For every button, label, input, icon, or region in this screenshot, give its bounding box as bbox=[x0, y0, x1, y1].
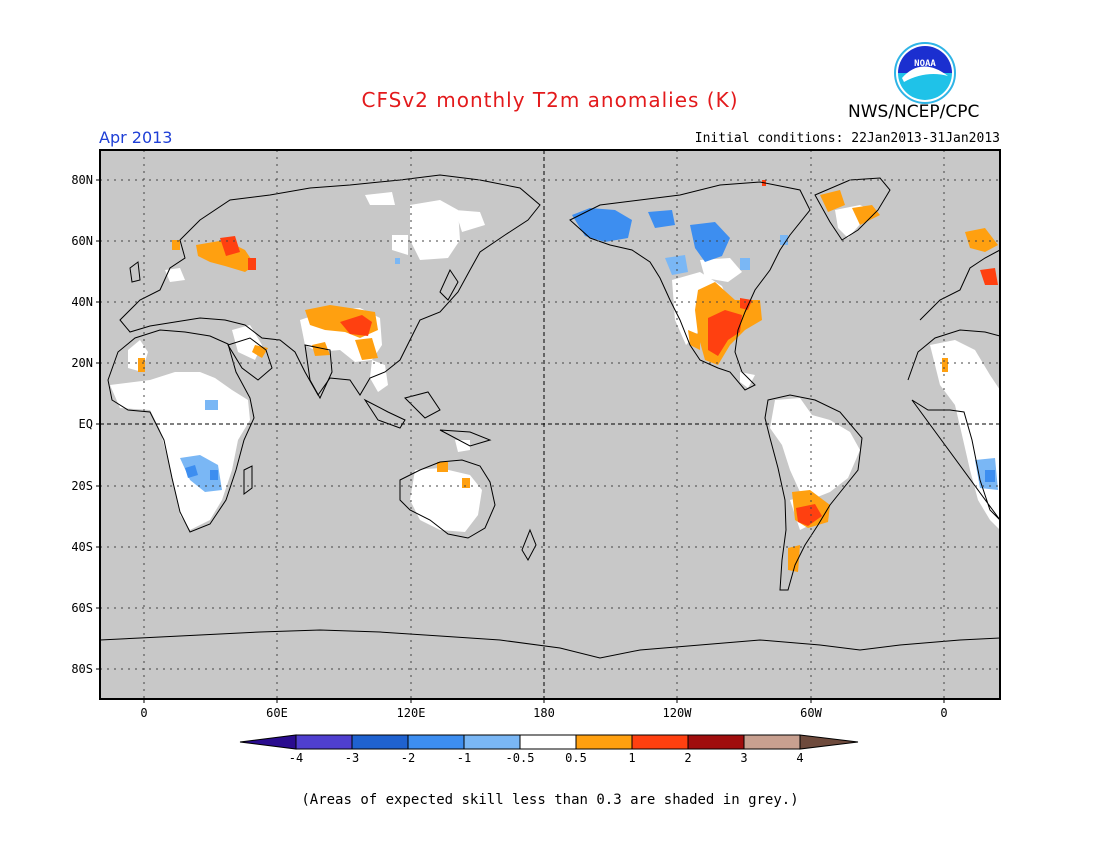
colorbar-tick-label: 4 bbox=[796, 751, 803, 765]
colorbar-tick-label: -1 bbox=[457, 751, 471, 765]
lon-label: 120W bbox=[663, 706, 693, 720]
colorbar-swatch bbox=[463, 734, 521, 750]
axis-ticks bbox=[96, 179, 945, 703]
lat-label: EQ bbox=[79, 417, 93, 431]
equator-dateline bbox=[100, 150, 1000, 699]
noaa-logo-icon: NOAA bbox=[894, 42, 956, 104]
lon-label: 180 bbox=[533, 706, 555, 720]
lon-label: 60E bbox=[266, 706, 288, 720]
lat-label: 40N bbox=[71, 295, 93, 309]
colorbar-tick-label: 2 bbox=[684, 751, 691, 765]
cool-anomaly-medium bbox=[185, 208, 995, 482]
chart-title: CFSv2 monthly T2m anomalies (K) bbox=[361, 88, 739, 112]
colorbar-tick-label: 3 bbox=[740, 751, 747, 765]
colorbar-arrow-left bbox=[239, 734, 297, 750]
colorbar-tick-label: 1 bbox=[628, 751, 635, 765]
logo-text: NOAA bbox=[914, 59, 936, 69]
lon-label: 0 bbox=[940, 706, 947, 720]
map-content bbox=[100, 150, 1000, 699]
lat-label: 60S bbox=[71, 601, 93, 615]
colorbar-arrow-right bbox=[799, 734, 859, 750]
lon-label: 120E bbox=[397, 706, 426, 720]
colorbar-tick-label: -3 bbox=[345, 751, 359, 765]
colorbar-swatch bbox=[295, 734, 353, 750]
lat-label: 80S bbox=[71, 662, 93, 676]
lat-label: 40S bbox=[71, 540, 93, 554]
lat-labels: 80N 60N 40N 20N EQ 20S 40S 60S 80S bbox=[71, 173, 93, 676]
colorbar-tick-label: -2 bbox=[401, 751, 415, 765]
lon-label: 0 bbox=[140, 706, 147, 720]
colorbar-swatch bbox=[575, 734, 633, 750]
colorbar-swatch bbox=[351, 734, 409, 750]
colorbar-tick-label: 0.5 bbox=[565, 751, 587, 765]
footnote: (Areas of expected skill less than 0.3 a… bbox=[301, 792, 799, 808]
lat-label: 20S bbox=[71, 479, 93, 493]
colorbar-swatch bbox=[743, 734, 801, 750]
colorbar-labels: -4 -3 -2 -1 -0.5 0.5 1 2 3 4 bbox=[289, 751, 804, 765]
lat-label: 60N bbox=[71, 234, 93, 248]
valid-month: Apr 2013 bbox=[99, 128, 173, 147]
lon-labels: 0 60E 120E 180 120W 60W 0 bbox=[140, 706, 947, 720]
colorbar bbox=[239, 734, 859, 750]
initial-conditions: Initial conditions: 22Jan2013-31Jan2013 bbox=[694, 131, 1000, 146]
colorbar-swatch bbox=[687, 734, 745, 750]
noaa-logo: NOAA bbox=[894, 42, 956, 104]
warm-anomaly-2 bbox=[220, 180, 998, 526]
coastlines bbox=[100, 174, 1000, 659]
colorbar-tick-label: -4 bbox=[289, 751, 303, 765]
lon-label: 60W bbox=[800, 706, 822, 720]
colorbar-tick-label: -0.5 bbox=[506, 751, 535, 765]
colorbar-swatch bbox=[407, 734, 465, 750]
colorbar-swatch bbox=[631, 734, 689, 750]
lat-label: 80N bbox=[71, 173, 93, 187]
agency-label: NWS/NCEP/CPC bbox=[848, 102, 980, 122]
lat-label: 20N bbox=[71, 356, 93, 370]
colorbar-swatch bbox=[519, 734, 577, 750]
